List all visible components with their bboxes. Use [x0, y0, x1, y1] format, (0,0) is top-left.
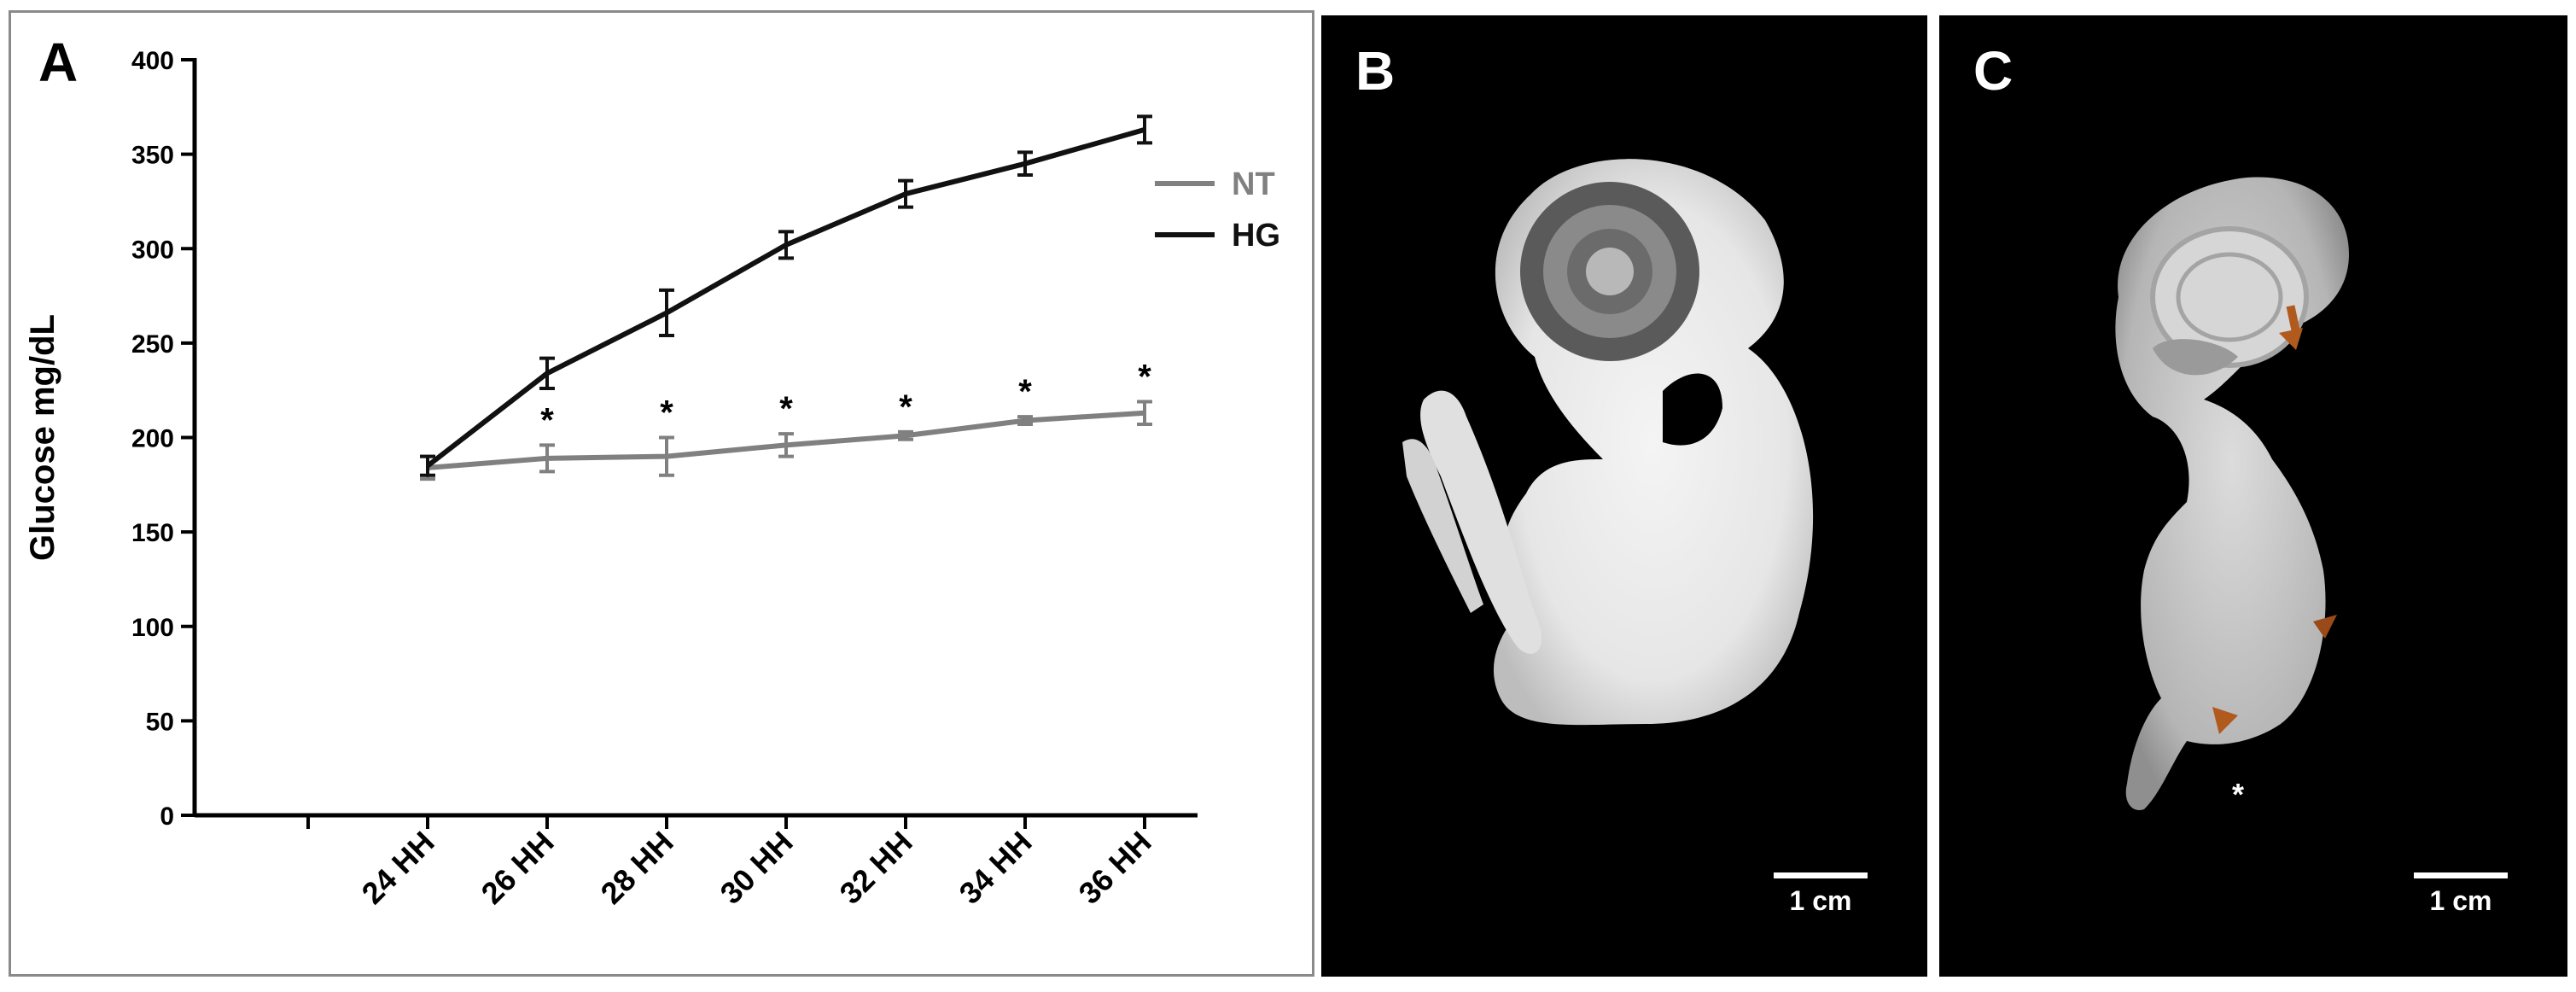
panel-c-embryo-photo: C * 1 cm: [1939, 15, 2567, 977]
significance-marker: *: [660, 394, 673, 432]
y-tick-label: 300: [131, 236, 174, 264]
y-tick-label: 50: [146, 708, 174, 736]
x-tick-label: 24 HH: [355, 825, 441, 911]
scale-bar-line: [1774, 872, 1868, 878]
x-tick-label: 28 HH: [594, 825, 680, 911]
panel-a-label: A: [38, 32, 78, 93]
y-tick-label: 0: [160, 802, 174, 831]
embryo-c-illustration: [2115, 177, 2349, 810]
glucose-line-chart: A 0 50 100 150 200 250 300 350 400 24 HH 26 HH 28 HH…: [24, 32, 1280, 911]
y-tick-label: 100: [131, 614, 174, 642]
y-axis-label: Glucose mg/dL: [24, 314, 61, 561]
significance-marker: *: [779, 390, 793, 428]
x-tick-label: 26 HH: [475, 825, 561, 911]
legend-label-nt: NT: [1232, 166, 1275, 202]
x-tick-label: 30 HH: [714, 825, 800, 911]
scale-bar-label: 1 cm: [1789, 885, 1852, 916]
significance-marker: *: [1018, 373, 1032, 411]
y-tick-label: 400: [131, 47, 174, 75]
scale-bar-label: 1 cm: [2429, 885, 2492, 916]
embryo-b-illustration: [1402, 159, 1814, 726]
y-tick-label: 350: [131, 142, 174, 170]
panel-c-asterisk: *: [2232, 777, 2245, 812]
x-tick-label: 36 HH: [1072, 825, 1158, 911]
panel-b-embryo-photo: B 1 cm: [1321, 15, 1927, 977]
y-tick-label: 200: [131, 425, 174, 453]
y-tick-label: 150: [131, 519, 174, 547]
x-tick-label: 32 HH: [833, 825, 919, 911]
panel-a: A 0 50 100 150 200 250 300 350 400 24 HH 26 HH 28 HH…: [9, 10, 1314, 977]
legend-label-hg: HG: [1232, 218, 1280, 254]
y-tick-label: 250: [131, 330, 174, 359]
significance-marker: *: [899, 388, 912, 426]
x-tick-label: 34 HH: [953, 825, 1039, 911]
panel-b-scale-bar: 1 cm: [1774, 872, 1868, 917]
significance-marker: *: [540, 401, 554, 439]
panel-c-scale-bar: 1 cm: [2414, 872, 2508, 917]
panel-c-label: C: [1973, 40, 2014, 102]
scale-bar-line: [2414, 872, 2508, 878]
significance-marker: *: [1138, 358, 1151, 395]
panel-b-label: B: [1355, 40, 1396, 102]
